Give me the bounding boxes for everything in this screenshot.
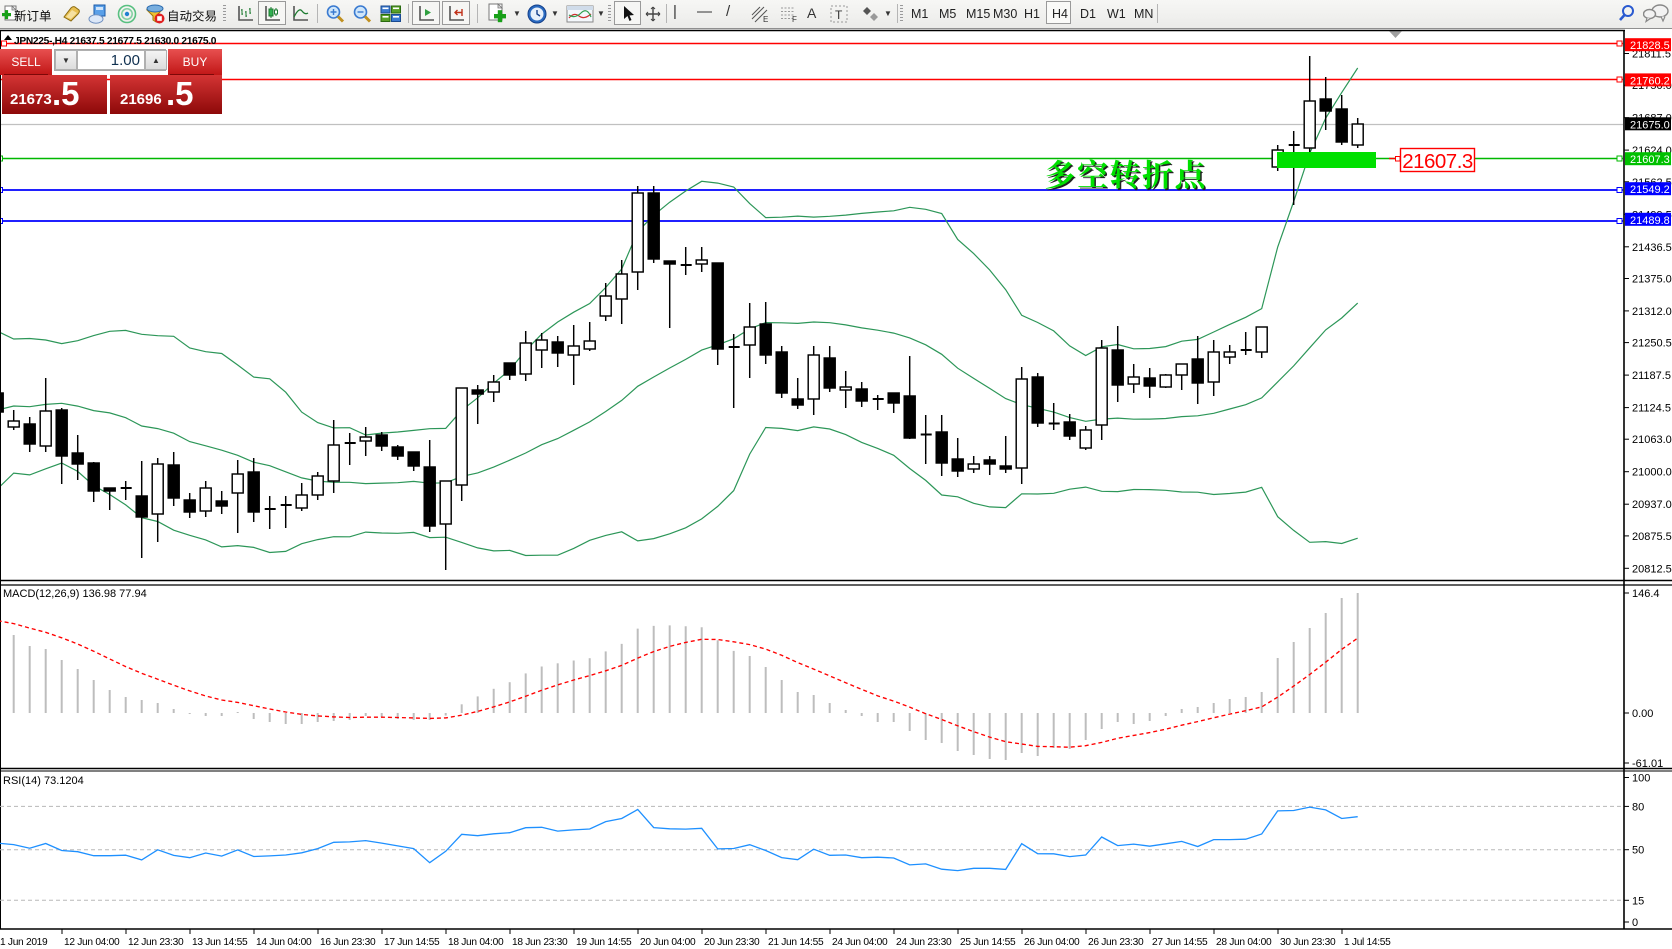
svg-text:20812.5: 20812.5 [1632, 563, 1672, 575]
svg-text:21828.5: 21828.5 [1630, 40, 1670, 52]
svg-text:21549.2: 21549.2 [1630, 184, 1670, 196]
svg-text:21607.3: 21607.3 [1630, 154, 1670, 166]
svg-text:20 Jun 04:00: 20 Jun 04:00 [640, 937, 696, 948]
svg-text:E: E [763, 15, 768, 23]
svg-text:15: 15 [1632, 895, 1644, 907]
svg-text:80: 80 [1632, 801, 1644, 813]
svg-text:20937.0: 20937.0 [1632, 499, 1672, 511]
svg-text:18 Jun 04:00: 18 Jun 04:00 [448, 937, 504, 948]
svg-text:MACD(12,26,9) 136.98 77.94: MACD(12,26,9) 136.98 77.94 [3, 588, 147, 600]
svg-text:14 Jun 04:00: 14 Jun 04:00 [256, 937, 312, 948]
svg-text:12 Jun 23:30: 12 Jun 23:30 [128, 937, 184, 948]
svg-text:21063.0: 21063.0 [1632, 434, 1672, 446]
svg-text:20 Jun 23:30: 20 Jun 23:30 [704, 937, 760, 948]
svg-text:JPN225-,H4 21637.5 21677.5 21: JPN225-,H4 21637.5 21677.5 21630.0 21675… [14, 36, 217, 47]
svg-text:21375.0: 21375.0 [1632, 274, 1672, 286]
svg-text:21 Jun 14:55: 21 Jun 14:55 [768, 937, 824, 948]
svg-text:21607.3: 21607.3 [1402, 150, 1473, 173]
svg-text:28 Jun 04:00: 28 Jun 04:00 [1216, 937, 1272, 948]
svg-text:21675.0: 21675.0 [1630, 119, 1670, 131]
svg-text:1 Jun 2019: 1 Jun 2019 [0, 937, 48, 948]
svg-text:24 Jun 23:30: 24 Jun 23:30 [896, 937, 952, 948]
svg-text:21187.5: 21187.5 [1632, 370, 1671, 382]
svg-text:21811.5: 21811.5 [1632, 49, 1671, 61]
svg-text:21489.8: 21489.8 [1630, 215, 1670, 227]
svg-text:30 Jun 23:30: 30 Jun 23:30 [1280, 937, 1336, 948]
svg-text:50: 50 [1632, 845, 1644, 857]
svg-text:RSI(14) 73.1204: RSI(14) 73.1204 [3, 775, 84, 787]
svg-text:19 Jun 14:55: 19 Jun 14:55 [576, 937, 632, 948]
svg-text:0.00: 0.00 [1632, 708, 1653, 720]
svg-text:25 Jun 14:55: 25 Jun 14:55 [960, 937, 1016, 948]
svg-text:21436.5: 21436.5 [1632, 242, 1672, 254]
svg-text:20875.5: 20875.5 [1632, 531, 1672, 543]
svg-text:24 Jun 04:00: 24 Jun 04:00 [832, 937, 888, 948]
svg-text:26 Jun 04:00: 26 Jun 04:00 [1024, 937, 1080, 948]
svg-text:100: 100 [1632, 773, 1650, 785]
svg-text:12 Jun 04:00: 12 Jun 04:00 [64, 937, 120, 948]
svg-text:21000.0: 21000.0 [1632, 467, 1672, 479]
svg-text:21760.2: 21760.2 [1630, 75, 1670, 87]
svg-text:18 Jun 23:30: 18 Jun 23:30 [512, 937, 568, 948]
svg-text:16 Jun 23:30: 16 Jun 23:30 [320, 937, 376, 948]
svg-text:T: T [835, 8, 843, 22]
svg-text:21312.0: 21312.0 [1632, 306, 1672, 318]
svg-text:-61.01: -61.01 [1632, 758, 1663, 770]
svg-text:26 Jun 23:30: 26 Jun 23:30 [1088, 937, 1144, 948]
svg-text:13 Jun 14:55: 13 Jun 14:55 [192, 937, 248, 948]
svg-text:146.4: 146.4 [1632, 588, 1660, 600]
svg-text:1 Jul 14:55: 1 Jul 14:55 [1344, 937, 1391, 948]
svg-text:17 Jun 14:55: 17 Jun 14:55 [384, 937, 440, 948]
svg-text:21124.5: 21124.5 [1632, 403, 1671, 415]
svg-text:0: 0 [1632, 917, 1638, 929]
svg-text:F: F [792, 15, 797, 23]
svg-text:21250.5: 21250.5 [1632, 338, 1672, 350]
svg-text:27 Jun 14:55: 27 Jun 14:55 [1152, 937, 1208, 948]
